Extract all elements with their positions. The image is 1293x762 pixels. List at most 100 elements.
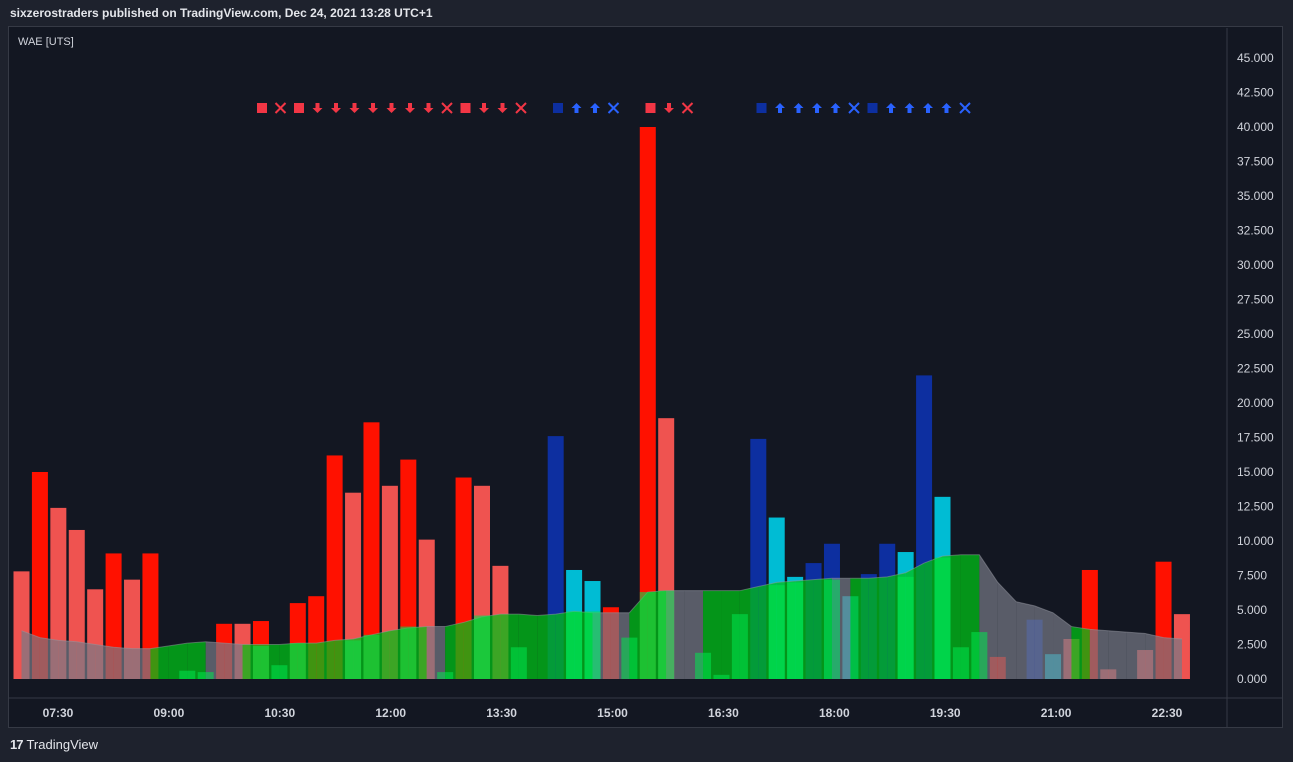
y-tick-label: 2.500 [1237, 638, 1267, 652]
signal-cross-icon [607, 102, 620, 114]
y-tick-label: 10.000 [1237, 534, 1274, 548]
x-tick-label: 16:30 [708, 706, 739, 720]
explosion-area-segment [21, 630, 40, 679]
y-tick-label: 5.000 [1237, 603, 1267, 617]
signal-square-icon [294, 103, 304, 113]
trend-bar [934, 557, 951, 679]
wae-bar [363, 422, 380, 679]
signal-square-icon [257, 103, 267, 113]
y-tick-label: 40.000 [1237, 120, 1274, 134]
trend-bar [639, 592, 656, 679]
signal-cross-icon [959, 102, 971, 114]
trend-bar [787, 582, 804, 679]
explosion-area-segment [1126, 632, 1146, 679]
explosion-area-segment [168, 643, 188, 679]
brand-name: TradingView [26, 737, 99, 752]
explosion-line [21, 554, 1182, 650]
explosion-area-segment [95, 644, 114, 679]
trend-bar [952, 647, 969, 679]
explosion-area-segment [445, 622, 464, 679]
wae-bar [50, 507, 67, 679]
signal-down-arrow-icon [368, 103, 378, 113]
y-tick-label: 30.000 [1237, 258, 1274, 272]
explosion-area-segment [205, 641, 225, 679]
signal-up-arrow-icon [571, 103, 582, 113]
explosion-area-segment [132, 648, 151, 679]
signal-up-arrow-icon [830, 103, 841, 113]
trend-bar [345, 640, 362, 679]
signal-up-arrow-icon [590, 103, 600, 113]
signal-down-arrow-icon [349, 103, 360, 113]
explosion-area-segment [39, 637, 59, 679]
trend-bar [731, 614, 748, 679]
explosion-area-segment [58, 640, 77, 679]
signal-down-arrow-icon [386, 103, 397, 113]
x-tick-label: 12:00 [375, 706, 406, 720]
y-tick-label: 22.500 [1237, 362, 1274, 376]
explosion-area-segment [1034, 605, 1054, 679]
signal-up-arrow-icon [812, 103, 822, 113]
x-tick-label: 22:30 [1152, 706, 1183, 720]
x-tick-label: 18:00 [819, 706, 850, 720]
trend-bar [179, 670, 196, 679]
trend-bar [695, 652, 712, 679]
signal-down-arrow-icon [497, 103, 508, 113]
y-tick-label: 7.500 [1237, 569, 1267, 583]
y-tick-label: 35.000 [1237, 189, 1274, 203]
x-tick-label: 10:30 [264, 706, 295, 720]
publish-header: sixzerostraders published on TradingView… [10, 6, 433, 20]
signal-down-arrow-icon [331, 103, 341, 113]
x-tick-label: 07:30 [43, 706, 74, 720]
y-tick-label: 25.000 [1237, 327, 1274, 341]
y-tick-label: 20.000 [1237, 396, 1274, 410]
x-tick-label: 09:00 [154, 706, 185, 720]
signal-up-arrow-icon [904, 103, 915, 113]
explosion-area-segment [187, 641, 206, 679]
signal-down-arrow-icon [405, 103, 415, 113]
x-tick-label: 21:00 [1041, 706, 1072, 720]
y-tick-label: 17.500 [1237, 431, 1274, 445]
trend-bar [474, 615, 490, 679]
trend-bar [621, 637, 638, 679]
x-tick-label: 15:00 [597, 706, 628, 720]
y-tick-label: 32.500 [1237, 224, 1274, 238]
trend-bar [437, 672, 454, 679]
trend-bar [363, 634, 380, 679]
signal-square-icon [645, 103, 656, 113]
signal-cross-icon [515, 102, 527, 114]
y-tick-label: 42.500 [1237, 86, 1274, 100]
explosion-area-segment [150, 645, 169, 679]
signal-cross-icon [274, 102, 287, 114]
signal-down-arrow-icon [479, 103, 489, 113]
signal-square-icon [867, 103, 878, 113]
x-tick-label: 13:30 [486, 706, 517, 720]
signal-up-arrow-icon [886, 103, 896, 113]
trend-bar [289, 643, 306, 679]
explosion-area-segment [868, 576, 888, 679]
explosion-area-segment [76, 641, 96, 679]
wae-bar [639, 127, 656, 679]
wae-bar [31, 472, 48, 679]
explosion-area-segment [426, 626, 446, 679]
y-tick-label: 37.500 [1237, 155, 1274, 169]
tradingview-brand[interactable]: 17 TradingView [10, 737, 98, 752]
signal-cross-icon [848, 102, 860, 114]
trend-bar [897, 576, 914, 679]
explosion-area-segment [316, 640, 335, 679]
explosion-area-segment [1163, 637, 1182, 679]
signal-square-icon [756, 103, 767, 113]
signal-cross-icon [681, 102, 694, 114]
trend-bar [713, 674, 730, 679]
trend-bar [252, 645, 269, 679]
wae-bar [400, 459, 417, 679]
indicator-label[interactable]: WAE [UTS] [18, 36, 74, 48]
explosion-area-segment [997, 582, 1017, 679]
trend-bar [658, 590, 675, 679]
signal-square-icon [460, 103, 471, 113]
y-tick-label: 27.500 [1237, 293, 1274, 307]
trend-bar [197, 672, 214, 679]
y-tick-label: 0.000 [1237, 672, 1267, 686]
explosion-area-segment [850, 578, 869, 679]
explosion-area-segment [113, 647, 133, 679]
